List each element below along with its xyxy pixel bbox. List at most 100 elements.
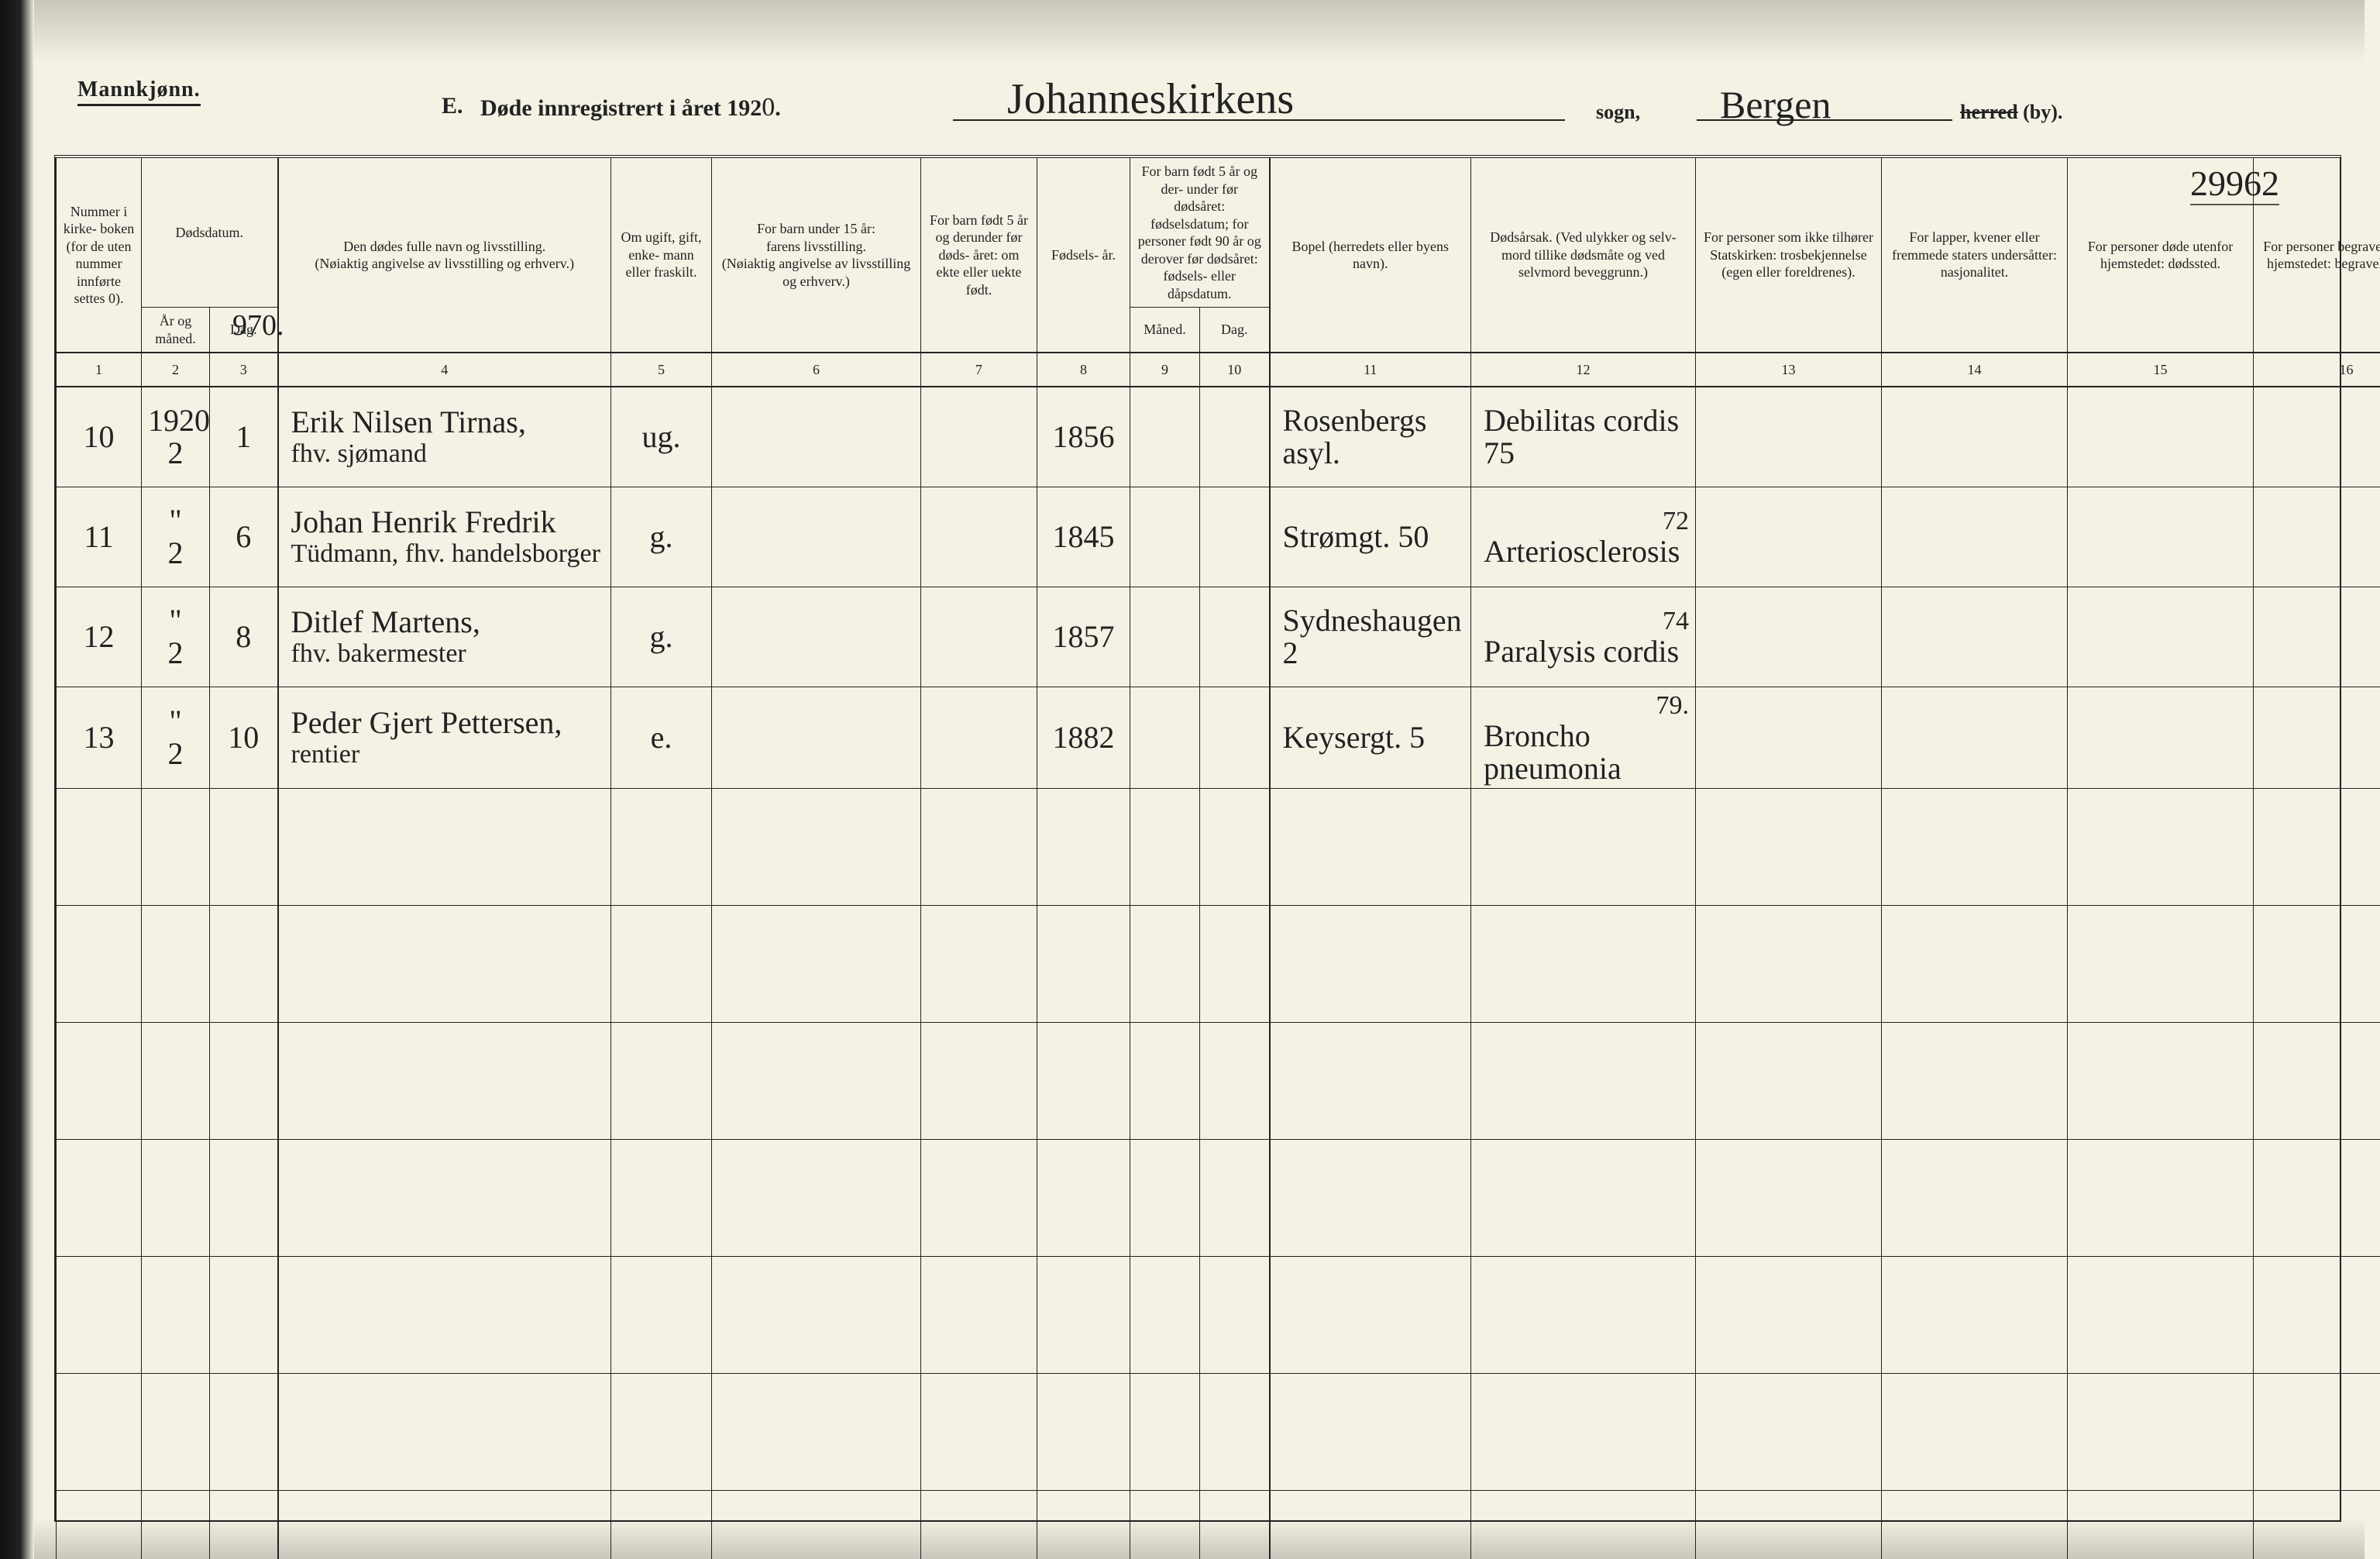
cell <box>1130 687 1200 789</box>
cell <box>1200 587 1270 687</box>
cell <box>1200 687 1270 789</box>
cell <box>1130 1256 1200 1373</box>
herred-handwritten: Bergen <box>1720 82 1831 127</box>
cell <box>1200 905 1270 1022</box>
h-col4-l1: Den dødes fulle navn og livsstilling. <box>284 238 607 256</box>
cell <box>1130 1373 1200 1490</box>
cell <box>1696 788 1882 905</box>
cell <box>1200 387 1270 487</box>
cell <box>2068 788 2254 905</box>
colnum-7: 7 <box>921 353 1037 387</box>
cell <box>1270 1022 1471 1139</box>
ledger-table: Nummer i kirke- boken (for de uten numme… <box>56 158 2380 1559</box>
cell <box>1696 1139 1882 1256</box>
h-col11: Bopel (herredets eller byens navn). <box>1270 158 1471 353</box>
cell <box>1037 1373 1130 1490</box>
cell <box>1200 1490 1270 1559</box>
title-suffix: . <box>775 95 781 121</box>
cell: g. <box>611 587 712 687</box>
table-row <box>57 788 2380 905</box>
cell: ug. <box>611 387 712 487</box>
cell <box>712 1256 921 1373</box>
cell: 10 <box>57 387 142 487</box>
cell <box>57 788 142 905</box>
cell <box>1696 905 1882 1022</box>
colnum-2: 2 <box>142 353 210 387</box>
header-row-1: Nummer i kirke- boken (for de uten numme… <box>57 158 2380 308</box>
colnum-16: 16 <box>2254 353 2380 387</box>
cell <box>1696 587 1882 687</box>
cell <box>1270 788 1471 905</box>
cell <box>712 1490 921 1559</box>
cell: 10 <box>210 687 278 789</box>
cell <box>1882 1490 2068 1559</box>
cell <box>2068 487 2254 587</box>
cell <box>1037 1490 1130 1559</box>
cell <box>712 788 921 905</box>
cell <box>1270 1490 1471 1559</box>
cell <box>1696 1022 1882 1139</box>
cell <box>921 1022 1037 1139</box>
cell <box>210 1373 278 1490</box>
title-printed: Døde innregistrert i året 1920. <box>480 93 781 122</box>
cell <box>1130 905 1200 1022</box>
cell <box>57 1256 142 1373</box>
cell <box>1037 1139 1130 1256</box>
cell <box>1130 387 1200 487</box>
cell <box>1200 487 1270 587</box>
cell <box>1270 1256 1471 1373</box>
cell <box>2254 1139 2380 1256</box>
cell <box>712 1139 921 1256</box>
cell <box>1882 687 2068 789</box>
cell <box>278 788 611 905</box>
cell: 72Arteriosclerosis <box>1471 487 1696 587</box>
cell <box>1471 905 1696 1022</box>
table-row: 10192021Erik Nilsen Tirnas,fhv. sjømandu… <box>57 387 2380 487</box>
h-col4: Den dødes fulle navn og livsstilling. (N… <box>278 158 611 353</box>
cell <box>57 1022 142 1139</box>
herred-struck: herred <box>1960 101 2018 123</box>
table-row: 13"210Peder Gjert Pettersen,rentiere.188… <box>57 687 2380 789</box>
cell <box>1696 1256 1882 1373</box>
cell <box>611 1256 712 1373</box>
cell <box>2068 1256 2254 1373</box>
cell <box>2254 1022 2380 1139</box>
h-col6-l2: farens livsstilling. <box>717 238 916 256</box>
cell: Johan Henrik FredrikTüdmann, fhv. handel… <box>278 487 611 587</box>
sogn-label: sogn, <box>1596 101 1640 124</box>
h-col2-1: År og måned. <box>142 308 210 353</box>
colnum-4: 4 <box>278 353 611 387</box>
table-row <box>57 1490 2380 1559</box>
h-col6-l1: For barn under 15 år: <box>717 220 916 238</box>
colnum-8: 8 <box>1037 353 1130 387</box>
colnum-9: 9 <box>1130 353 1200 387</box>
cell <box>57 1490 142 1559</box>
cell <box>142 1256 210 1373</box>
title-year-hand: 0 <box>762 93 775 122</box>
cell <box>210 1139 278 1256</box>
cell <box>2254 387 2380 487</box>
cell <box>1037 788 1130 905</box>
cell: Rosenbergs asyl. <box>1270 387 1471 487</box>
cell <box>2068 905 2254 1022</box>
cell <box>278 1373 611 1490</box>
cell: "2 <box>142 487 210 587</box>
cell <box>921 1139 1037 1256</box>
table-row: 12"28Ditlef Martens,fhv. bakermesterg.18… <box>57 587 2380 687</box>
h-col14: For lapper, kvener eller fremmede stater… <box>1882 158 2068 353</box>
cell <box>210 905 278 1022</box>
cell <box>2068 1490 2254 1559</box>
cell <box>1471 1373 1696 1490</box>
cell <box>1037 1256 1130 1373</box>
cell <box>1130 587 1200 687</box>
colnum-12: 12 <box>1471 353 1696 387</box>
table-row <box>57 1373 2380 1490</box>
cell <box>921 687 1037 789</box>
cell <box>1130 1022 1200 1139</box>
cell <box>2254 1373 2380 1490</box>
cell <box>2068 687 2254 789</box>
cell <box>921 1373 1037 1490</box>
cell: e. <box>611 687 712 789</box>
cell <box>278 1139 611 1256</box>
h-col9-2: Dag. <box>1200 308 1270 353</box>
